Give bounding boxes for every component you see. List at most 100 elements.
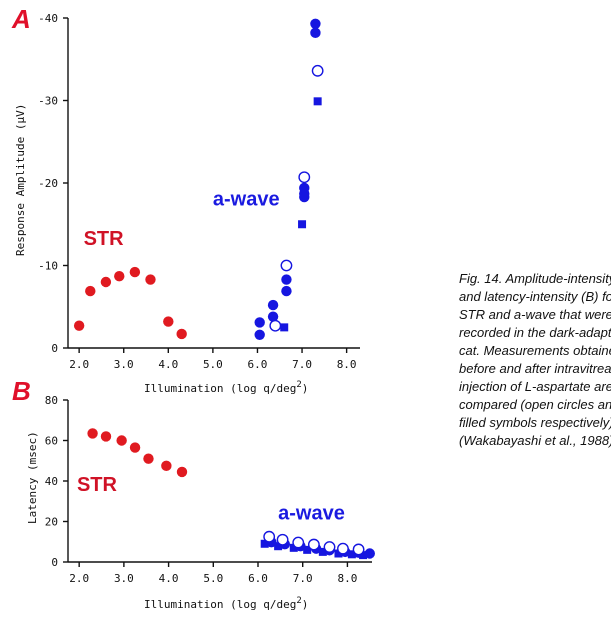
data-point-open-circle: [307, 538, 320, 551]
data-point-filled-circle: [145, 274, 156, 285]
panel-a-letter: A: [11, 4, 31, 34]
panel-a-x-axis-title: Illumination (log q/deg2): [144, 380, 308, 395]
panel-b-annotations: STR a-wave: [77, 474, 345, 524]
data-point-filled-circle: [310, 18, 321, 29]
series-annotation-str: STR: [84, 228, 125, 250]
data-point-filled-circle: [281, 285, 292, 297]
data-point-filled-circle: [254, 329, 265, 340]
data-point-filled-circle: [143, 453, 154, 464]
caption-line: STR and a-wave that were: [459, 307, 611, 322]
data-point-open-circle: [352, 543, 365, 556]
panel-b-y-ticks: 0 20 40 60 80: [45, 394, 68, 569]
panel-a-y-axis-title: Response Amplitude (µV): [14, 104, 27, 256]
data-point-open-circle: [311, 64, 324, 77]
x-tick-label: 2.0: [69, 572, 89, 585]
x-tick-label: 8.0: [337, 572, 357, 585]
panel-b-data-points: [87, 428, 375, 560]
data-point-filled-circle: [163, 316, 174, 327]
panel-b-letter: B: [12, 376, 31, 406]
x-tick-label: 3.0: [114, 358, 134, 371]
data-point-open-circle: [276, 533, 289, 546]
caption-line: cat. Measurements obtained: [459, 343, 611, 358]
panel-a-data-points: [73, 18, 324, 340]
data-point-open-circle: [269, 319, 282, 332]
data-point-filled-square: [313, 97, 322, 106]
data-point-filled-circle: [176, 466, 188, 478]
data-point-filled-square: [274, 542, 283, 551]
y-tick-label: 20: [45, 516, 58, 529]
data-point-open-circle: [292, 536, 305, 549]
x-tick-label: 5.0: [203, 358, 223, 371]
panel-a-x-ticks: 2.0 3.0 4.0 5.0 6.0 7.0 8.0: [69, 348, 357, 371]
y-tick-label: 80: [45, 394, 58, 407]
figure-caption: Fig. 14. Amplitude-intensity (A) and lat…: [459, 270, 611, 450]
data-point-filled-circle: [299, 182, 310, 194]
data-point-filled-circle: [100, 431, 112, 442]
caption-line: compared (open circles and: [459, 397, 611, 412]
x-tick-label: 8.0: [337, 358, 357, 371]
x-tick-label: 5.0: [203, 572, 223, 585]
x-tick-label: 3.0: [114, 572, 134, 585]
x-tick-label: 4.0: [159, 572, 179, 585]
series-annotation-a-wave: a-wave: [213, 188, 280, 210]
x-tick-label: 2.0: [69, 358, 89, 371]
data-point-filled-circle: [161, 460, 172, 472]
data-point-open-circle: [280, 259, 293, 272]
data-point-open-circle: [298, 171, 311, 184]
y-tick-label: -10: [38, 260, 58, 273]
caption-line: recorded in the dark-adapted: [459, 325, 611, 340]
data-point-filled-circle: [281, 274, 292, 285]
y-tick-label: 0: [51, 556, 58, 569]
data-point-filled-square: [289, 543, 298, 552]
caption-line: filled symbols respectively): [459, 415, 611, 430]
data-point-filled-circle: [114, 271, 125, 282]
data-point-filled-circle: [176, 328, 187, 340]
panel-b-y-axis-title: Latency (msec): [26, 431, 39, 524]
data-point-open-circle: [263, 530, 276, 543]
y-tick-label: 60: [45, 435, 58, 448]
series-annotation-str: STR: [77, 474, 118, 496]
data-point-filled-square: [318, 547, 327, 556]
data-point-filled-circle: [116, 435, 127, 446]
panel-b-x-ticks: 2.0 3.0 4.0 5.0 6.0 7.0 8.0: [69, 562, 357, 585]
data-point-open-circle: [323, 541, 336, 553]
panel-a-amplitude-chart: A 0 -10 -20 -30 -40 2.0 3.0 4.0 5.0 6.0 7.0 8.0 Il…: [11, 4, 360, 395]
y-tick-label: -20: [38, 177, 58, 190]
data-point-filled-circle: [100, 276, 112, 288]
data-point-filled-square: [334, 549, 343, 558]
caption-line: and latency-intensity (B) for the: [459, 289, 611, 304]
x-tick-label: 7.0: [293, 572, 313, 585]
panel-a-y-ticks: 0 -10 -20 -30 -40: [38, 12, 68, 355]
panel-a-annotations: STR a-wave: [84, 188, 280, 250]
x-tick-label: 6.0: [248, 358, 268, 371]
y-tick-label: 0: [51, 342, 58, 355]
data-point-filled-circle: [85, 285, 96, 297]
data-point-filled-square: [347, 550, 356, 559]
panel-b-x-axis-title: Illumination (log q/deg2): [144, 596, 308, 611]
data-point-filled-circle: [267, 311, 279, 322]
x-tick-label: 4.0: [158, 358, 178, 371]
data-point-filled-square: [303, 545, 312, 554]
data-point-filled-circle: [254, 317, 265, 328]
y-tick-label: -30: [38, 95, 58, 108]
panel-b-latency-chart: B 0 20 40 60 80 2.0 3.0 4.0 5.0 6.0 7.0 8.0 Illumi…: [12, 376, 375, 611]
data-point-filled-circle: [364, 548, 375, 559]
y-tick-label: -40: [38, 12, 58, 25]
data-point-filled-circle: [267, 299, 279, 311]
caption-line: Fig. 14. Amplitude-intensity (A): [459, 271, 611, 286]
data-point-filled-square: [280, 323, 289, 332]
caption-line: injection of L-aspartate are: [459, 379, 611, 394]
series-annotation-a-wave: a-wave: [278, 502, 345, 524]
data-point-filled-circle: [129, 442, 141, 453]
caption-line: (Wakabayashi et al., 1988).: [459, 433, 611, 448]
data-point-filled-circle: [87, 428, 98, 439]
y-tick-label: 40: [45, 475, 58, 488]
data-point-filled-circle: [129, 266, 141, 278]
data-point-filled-circle: [73, 320, 85, 331]
data-point-open-circle: [337, 542, 349, 555]
data-point-filled-square: [260, 539, 269, 548]
data-point-filled-square: [298, 220, 307, 229]
x-tick-label: 6.0: [248, 572, 268, 585]
caption-line: before and after intravitreal: [459, 361, 611, 376]
